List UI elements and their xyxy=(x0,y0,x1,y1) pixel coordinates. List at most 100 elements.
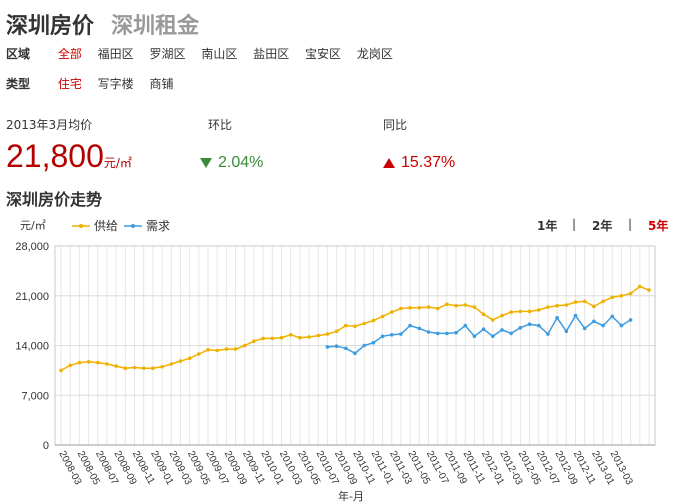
yoy-label: 同比 xyxy=(383,118,408,132)
legend-marker xyxy=(131,224,135,228)
data-point xyxy=(362,343,367,348)
data-point xyxy=(132,365,137,370)
data-point xyxy=(454,303,458,308)
avg-price-unit: 元/㎡ xyxy=(103,156,132,170)
data-point xyxy=(610,295,615,300)
data-point xyxy=(288,333,293,337)
data-point xyxy=(325,345,330,349)
data-point xyxy=(380,334,385,339)
data-point xyxy=(592,304,596,309)
data-point xyxy=(371,318,376,323)
data-point xyxy=(500,313,504,318)
data-point xyxy=(353,351,357,356)
data-point xyxy=(628,291,633,296)
data-point xyxy=(527,309,532,314)
region-option-futian[interactable]: 福田区 xyxy=(97,47,134,61)
range-5-year[interactable]: 5年 xyxy=(648,219,669,233)
mom-value: 2.04% xyxy=(218,154,264,171)
tab-house-price[interactable]: 深圳房价 xyxy=(6,14,95,39)
region-option-yantian[interactable]: 盐田区 xyxy=(253,47,290,61)
data-point xyxy=(445,331,449,336)
data-point xyxy=(316,333,321,338)
data-point xyxy=(500,328,504,332)
data-point xyxy=(463,303,468,307)
range-separator: | xyxy=(628,217,633,231)
data-point xyxy=(151,366,155,371)
data-point xyxy=(472,305,477,309)
data-point xyxy=(426,330,431,334)
region-filter: 区域 全部 福田区 罗湖区 南山区 盐田区 宝安区 龙岗区 xyxy=(6,45,405,62)
data-point xyxy=(187,356,192,361)
data-point xyxy=(141,366,146,371)
data-point xyxy=(638,284,642,289)
data-point xyxy=(408,306,412,310)
data-point xyxy=(435,331,440,336)
legend-label: 需求 xyxy=(146,219,170,233)
data-point xyxy=(224,347,229,351)
data-point xyxy=(114,364,118,368)
data-point xyxy=(509,331,513,336)
data-point xyxy=(592,319,596,324)
data-point xyxy=(169,362,174,366)
data-point xyxy=(86,360,91,364)
city-tabs: 深圳房价 深圳租金 xyxy=(6,8,199,40)
yoy-value: 15.37% xyxy=(401,154,456,171)
data-point xyxy=(371,340,376,345)
range-1-year[interactable]: 1年 xyxy=(537,219,558,233)
data-point xyxy=(77,360,82,365)
range-2-year[interactable]: 2年 xyxy=(592,219,613,233)
data-point xyxy=(601,323,605,328)
region-option-nanshan[interactable]: 南山区 xyxy=(201,47,238,61)
type-option-office[interactable]: 写字楼 xyxy=(97,77,134,91)
avg-price: 21,800元/㎡ xyxy=(6,138,132,175)
data-point xyxy=(518,325,523,330)
data-point xyxy=(491,334,495,339)
data-point xyxy=(243,343,247,348)
data-point xyxy=(619,294,624,298)
data-point xyxy=(298,335,302,340)
region-option-baoan[interactable]: 宝安区 xyxy=(305,47,342,61)
data-point xyxy=(435,306,440,311)
data-point xyxy=(573,300,578,304)
data-point xyxy=(353,324,357,329)
region-option-luohu[interactable]: 罗湖区 xyxy=(149,47,186,61)
data-point xyxy=(537,323,541,328)
data-point xyxy=(509,310,513,314)
data-point xyxy=(344,346,348,351)
data-point xyxy=(445,302,449,307)
data-point xyxy=(601,299,605,304)
data-point xyxy=(261,336,265,341)
tab-rent[interactable]: 深圳租金 xyxy=(111,14,200,39)
y-unit-label: 元/㎡ xyxy=(20,219,46,232)
data-point xyxy=(399,332,403,336)
data-point xyxy=(96,360,100,365)
data-point xyxy=(399,306,403,311)
arrow-down-icon xyxy=(200,157,212,168)
type-filter-label: 类型 xyxy=(6,77,31,91)
avg-price-value: 21,800 xyxy=(6,138,104,174)
arrow-up-icon xyxy=(383,157,395,168)
type-option-residential[interactable]: 住宅 xyxy=(57,77,82,91)
data-point xyxy=(334,329,339,334)
y-tick-label: 28,000 xyxy=(15,241,49,253)
data-point xyxy=(160,365,164,369)
region-option-all[interactable]: 全部 xyxy=(57,47,82,61)
data-point xyxy=(417,326,422,331)
data-point xyxy=(178,359,183,363)
region-option-longgang[interactable]: 龙岗区 xyxy=(356,47,393,61)
range-separator: | xyxy=(572,217,577,231)
data-point xyxy=(555,316,559,320)
avg-price-label: 2013年3月均价 xyxy=(6,118,93,132)
data-point xyxy=(390,310,394,314)
data-point xyxy=(610,314,615,319)
data-point xyxy=(573,313,578,318)
data-point xyxy=(270,336,275,341)
data-point xyxy=(252,339,256,344)
data-point xyxy=(546,305,550,309)
data-point xyxy=(408,323,412,328)
type-filter: 类型 住宅 写字楼 商铺 xyxy=(6,75,186,92)
data-point xyxy=(390,333,394,337)
type-option-shop[interactable]: 商铺 xyxy=(149,77,174,91)
data-point xyxy=(215,348,219,353)
